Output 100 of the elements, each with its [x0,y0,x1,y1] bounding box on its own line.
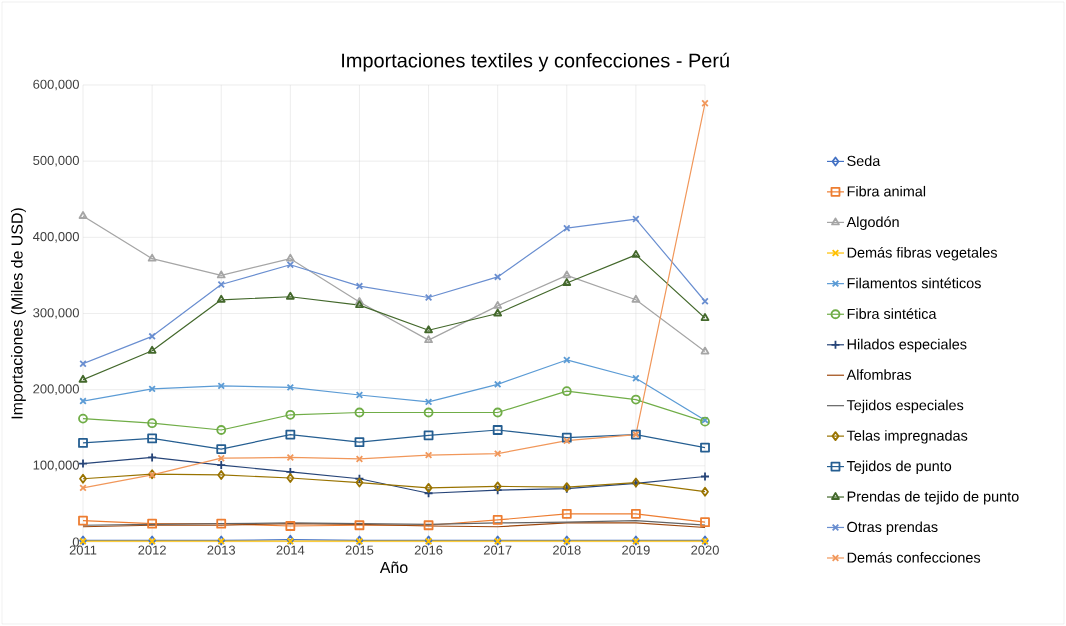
x-axis-title: Año [379,561,408,574]
point [423,430,434,441]
legend-label: Prendas de tejido de punto [847,491,1019,505]
point [78,438,88,448]
point [424,335,433,344]
point [285,409,296,420]
point [79,484,87,492]
y-tick-label: 300,000 [33,308,79,319]
point [700,442,710,453]
point [424,293,433,302]
x-tick-label: 2020 [691,545,719,555]
x-tick-label: 2011 [69,545,97,555]
point [631,294,641,303]
legend-label: Filamentos sintéticos [847,277,981,289]
legend-label: Alfombras [846,369,912,380]
legend-label: Demás fibras vegetales [847,246,997,261]
point [563,224,571,232]
point [147,518,158,529]
point [701,99,709,107]
x-tick-label: 2019 [622,545,650,555]
point [216,425,227,435]
point [216,270,226,279]
point [493,308,503,317]
point [217,470,226,480]
point [79,360,87,368]
point [355,477,364,488]
legend-label: Algodón [846,216,899,230]
y-tick-label: 600,000 [33,79,79,91]
point [561,386,572,397]
point [562,278,572,286]
x-tick-label: 2017 [483,545,512,555]
point [285,253,295,262]
y-tick-label: 400,000 [32,231,79,243]
point [354,407,365,418]
point [493,481,502,492]
legend-label: Hilados especiales [847,338,967,353]
x-tick-label: 2016 [414,545,443,555]
point [563,356,571,364]
point [147,345,157,354]
x-tick-label: 2014 [276,545,305,555]
x-tick-label: 2018 [553,545,581,555]
point [631,394,641,405]
point [286,473,295,483]
point [217,454,225,462]
point [217,382,225,390]
legend-label: Telas impregnadas [846,430,968,444]
point [354,437,365,448]
y-tick-label: 200,000 [33,384,79,395]
point [423,520,434,531]
point [78,413,88,424]
x-tick-label: 2013 [207,545,236,555]
point [148,385,156,393]
legend-label: Fibra animal [847,185,926,197]
point [700,313,710,321]
point [78,211,88,219]
point [286,261,295,269]
point [701,486,709,497]
point [78,515,88,526]
point [147,418,158,429]
point [216,294,226,303]
legend-label: Tejidos de punto [846,460,952,475]
point [79,473,87,484]
point [424,325,433,334]
point [285,291,295,300]
point [79,397,87,405]
point [285,429,296,440]
point [492,515,503,525]
point [423,407,434,418]
legend-label: Tejidos especiales [846,399,964,414]
point [216,460,227,470]
y-axis-title: Importaciones (Miles de USD) [10,208,26,419]
point [286,453,295,462]
point [493,380,502,389]
y-tick-label: 500,000 [33,155,79,167]
point [354,520,365,531]
point [78,374,88,383]
legend-label: Seda [847,155,881,167]
point [700,346,710,355]
point [424,483,433,493]
point [147,433,158,444]
point [355,300,364,309]
point [631,508,641,519]
point [493,300,503,309]
y-tick-label: 100,000 [33,460,79,472]
legend-label: Otras prendas [847,521,938,535]
point [148,332,156,341]
legend-label: Demás confecciones [847,551,981,563]
point [700,517,710,528]
point [632,215,640,223]
point [631,249,641,258]
point [147,253,157,262]
point [561,508,572,519]
point [492,425,503,435]
point [216,518,227,529]
legend-label: Fibra sintética [847,308,937,319]
x-tick-label: 2015 [345,545,374,555]
point [285,521,296,531]
point [563,436,571,445]
point [561,432,572,443]
point [493,273,502,281]
